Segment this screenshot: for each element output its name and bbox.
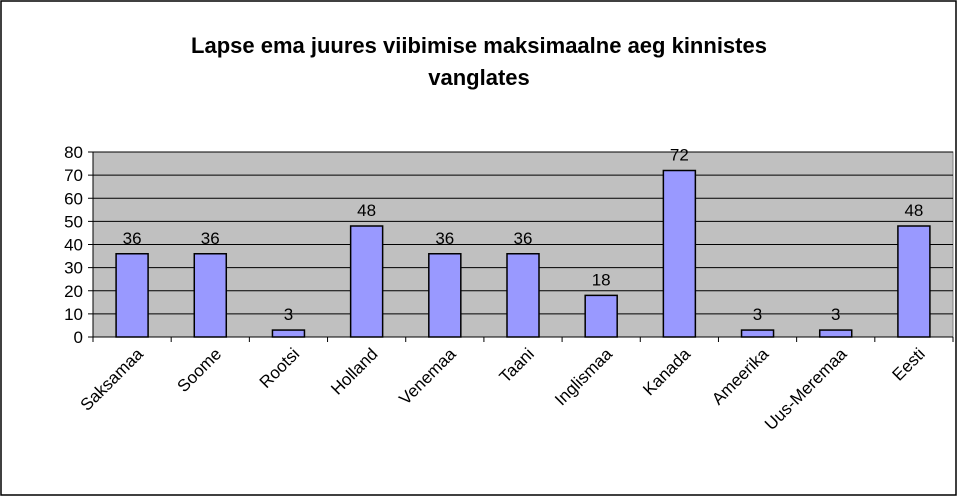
data-label: 36 xyxy=(435,229,454,248)
bar xyxy=(428,253,462,338)
data-label: 36 xyxy=(201,229,220,248)
data-label: 3 xyxy=(753,305,762,324)
y-tick-label: 0 xyxy=(74,328,83,347)
y-tick-label: 50 xyxy=(64,212,83,231)
bar xyxy=(271,329,306,338)
data-label: 3 xyxy=(831,305,840,324)
bar xyxy=(740,329,775,338)
y-tick-label: 60 xyxy=(64,189,83,208)
bar xyxy=(349,225,384,338)
y-tick-label: 40 xyxy=(64,236,83,255)
bar xyxy=(897,225,931,338)
y-tick-label: 80 xyxy=(64,143,83,162)
bar xyxy=(115,253,149,338)
data-label: 72 xyxy=(670,146,689,165)
data-label: 36 xyxy=(514,229,533,248)
y-tick-label: 30 xyxy=(64,259,83,278)
y-tick-label: 10 xyxy=(64,305,83,324)
bar xyxy=(193,253,228,338)
data-label: 48 xyxy=(357,201,376,220)
data-label: 48 xyxy=(904,201,923,220)
bar xyxy=(584,294,618,338)
y-tick-label: 20 xyxy=(64,282,83,301)
bar xyxy=(662,169,697,338)
data-label: 3 xyxy=(284,305,293,324)
bar xyxy=(506,253,540,338)
bar xyxy=(818,329,853,338)
y-tick-label: 70 xyxy=(64,166,83,185)
chart-title: Lapse ema juures viibimise maksimaalne a… xyxy=(191,33,767,90)
data-label: 18 xyxy=(592,270,611,289)
data-label: 36 xyxy=(123,229,142,248)
